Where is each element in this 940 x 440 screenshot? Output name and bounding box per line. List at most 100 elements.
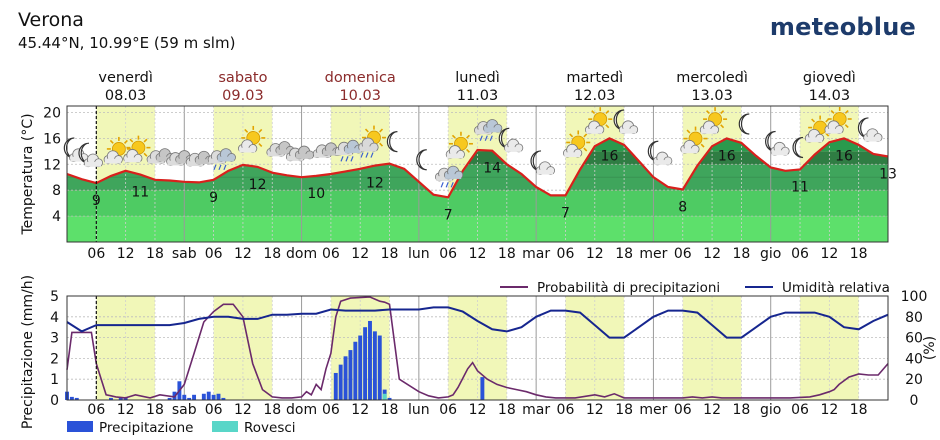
temp-ytick-label: 20 <box>43 105 61 121</box>
temp-data-label: 12 <box>366 176 384 192</box>
cloudy-icon <box>146 148 175 164</box>
day-name: domenica <box>325 70 396 86</box>
day-date: 12.03 <box>574 88 616 104</box>
partly-sunny-icon <box>804 115 833 143</box>
temp-xtick-label: 06 <box>205 246 223 262</box>
day-name: lunedì <box>455 70 500 86</box>
day-date: 10.03 <box>339 88 381 104</box>
brand-logo: meteoblue <box>769 13 916 41</box>
temp-frame <box>66 105 889 243</box>
precip-xtick-label: 06 <box>557 402 575 418</box>
cloudy-night-icon <box>857 117 883 142</box>
precip-bar <box>358 335 363 400</box>
temp-xtick-label: 12 <box>117 246 135 262</box>
percent-ytick-label: 60 <box>905 331 923 347</box>
partly-sunny-icon <box>238 125 266 153</box>
temp-data-label: 9 <box>209 190 218 206</box>
cloudy-night-icon <box>765 130 790 156</box>
day-name: sabato <box>218 70 267 86</box>
precip-xtick-label: dom <box>286 402 317 418</box>
temp-data-label: 16 <box>835 148 853 164</box>
temp-xtick-label: 18 <box>381 246 399 262</box>
precip-xtick-label: 18 <box>732 402 750 418</box>
precip-bar <box>182 394 187 400</box>
precip-xtick-label: 06 <box>674 402 692 418</box>
precip-bar <box>109 397 113 400</box>
precip-xtick-label: mer <box>639 402 667 418</box>
location-name: Verona <box>18 9 84 31</box>
partly-sunny-rain-icon <box>358 125 386 158</box>
location-coords: 45.44°N, 10.99°E (59 m slm) <box>18 34 236 52</box>
temp-xtick-label: 12 <box>351 246 369 262</box>
precip-bar <box>372 331 377 400</box>
temp-xtick-label: 12 <box>234 246 252 262</box>
temp-data-label: 7 <box>561 205 570 221</box>
precip-xtick-label: 12 <box>117 402 135 418</box>
temp-xtick-label: 18 <box>850 246 868 262</box>
precip-ytick-label: 4 <box>50 310 59 326</box>
precip-ytick-label: 5 <box>50 289 59 305</box>
cloudy-icon <box>185 150 214 167</box>
precip-ytick-label: 0 <box>50 393 59 409</box>
temp-data-label: 9 <box>92 193 101 209</box>
partly-sunny-icon <box>699 107 728 135</box>
temp-series-line <box>66 137 889 199</box>
precip-bar <box>353 341 358 400</box>
precip-bar <box>368 320 372 400</box>
precip-xtick-label: lun <box>408 402 430 418</box>
precip-bar <box>363 327 368 400</box>
precip-xtick-label: 18 <box>381 402 399 418</box>
percent-ytick-label: 100 <box>901 289 928 305</box>
precip-ytick-label: 2 <box>50 351 59 367</box>
day-date: 09.03 <box>222 88 264 104</box>
temp-xtick-label: 06 <box>87 246 105 262</box>
cloudy-rain-icon <box>207 148 236 171</box>
temp-data-label: 12 <box>249 177 267 193</box>
legend-precipitation-label: Precipitazione <box>99 420 193 436</box>
cloudy-night-icon <box>63 137 89 163</box>
cloudy-night-icon <box>498 127 524 153</box>
precip-bar <box>211 394 216 400</box>
precip-bar <box>387 397 392 400</box>
precip-bar <box>123 397 128 400</box>
precip-xtick-label: mar <box>522 402 550 418</box>
percent-ytick-label: 20 <box>905 372 923 388</box>
precip-xtick-label: 18 <box>146 402 164 418</box>
precip-xtick-label: 06 <box>87 402 105 418</box>
temp-xtick-label: 18 <box>732 246 750 262</box>
precip-bar <box>187 397 192 400</box>
percent-ytick-label: 0 <box>910 393 919 409</box>
precip-xtick-label: 06 <box>322 402 340 418</box>
legend-showers-label: Rovesci <box>244 420 296 436</box>
temp-xtick-label: 06 <box>791 246 809 262</box>
charts-layer <box>63 105 889 432</box>
temp-xtick-label: 12 <box>586 246 604 262</box>
precip-xtick-label: 06 <box>791 402 809 418</box>
partly-sunny-icon <box>563 130 591 158</box>
day-date: 13.03 <box>691 88 733 104</box>
legend-precip-probability-label: Probabilità di precipitazioni <box>537 280 720 296</box>
precip-bar <box>206 391 211 400</box>
temp-xtick-label: 06 <box>674 246 692 262</box>
temp-xtick-label: mer <box>639 246 667 262</box>
precip-xtick-label: sab <box>172 402 197 418</box>
humidity-line <box>66 306 889 339</box>
temp-xtick-label: lun <box>408 246 430 262</box>
precip-bar <box>377 335 382 400</box>
partly-sunny-icon <box>824 107 852 135</box>
precip-probability-line <box>66 296 889 399</box>
precip-bar <box>167 397 172 400</box>
cloudy-icon <box>285 145 315 162</box>
temp-data-label: 13 <box>879 167 897 183</box>
temp-xtick-label: 18 <box>146 246 164 262</box>
cloudy-night-icon <box>530 150 556 175</box>
partly-sunny-icon <box>103 136 131 164</box>
cloudy-rain-icon <box>474 119 503 141</box>
temp-ytick-label: 8 <box>52 183 61 199</box>
precip-bar <box>221 397 226 400</box>
temp-xtick-label: 18 <box>498 246 516 262</box>
partly-cloudy-night-icon <box>613 109 639 135</box>
precip-xtick-label: 12 <box>703 402 721 418</box>
